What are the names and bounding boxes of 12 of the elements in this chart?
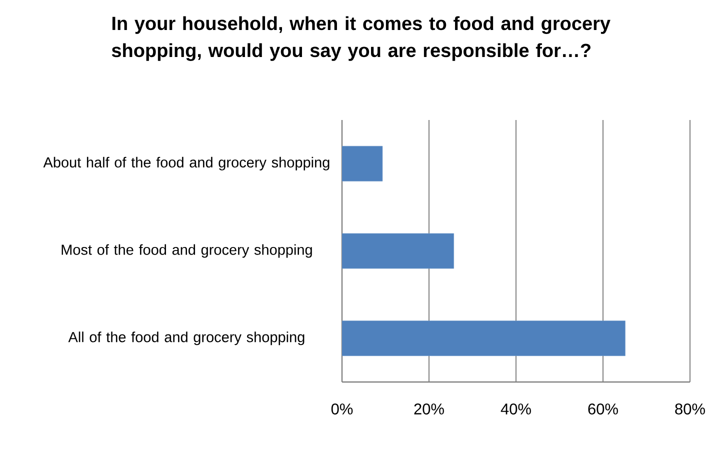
x-tick-label: 20% [414, 404, 444, 414]
bar [342, 320, 626, 356]
bar [342, 146, 383, 182]
bar [342, 233, 454, 269]
y-tick-label: Most of the food and grocery shopping [62, 244, 312, 258]
y-tick-label: About half of the food and grocery shopping [43, 156, 330, 170]
y-tick-label: All of the food and grocery shopping [68, 332, 304, 346]
x-tick-label: 60% [588, 404, 618, 414]
x-tick-label: 80% [675, 404, 705, 414]
chart-title: In your household, when it comes to food and grocery shopping, would you say you are responsible for…? [112, 16, 610, 61]
x-tick-label: 40% [500, 404, 531, 414]
x-tick-label: 0% [331, 404, 353, 414]
